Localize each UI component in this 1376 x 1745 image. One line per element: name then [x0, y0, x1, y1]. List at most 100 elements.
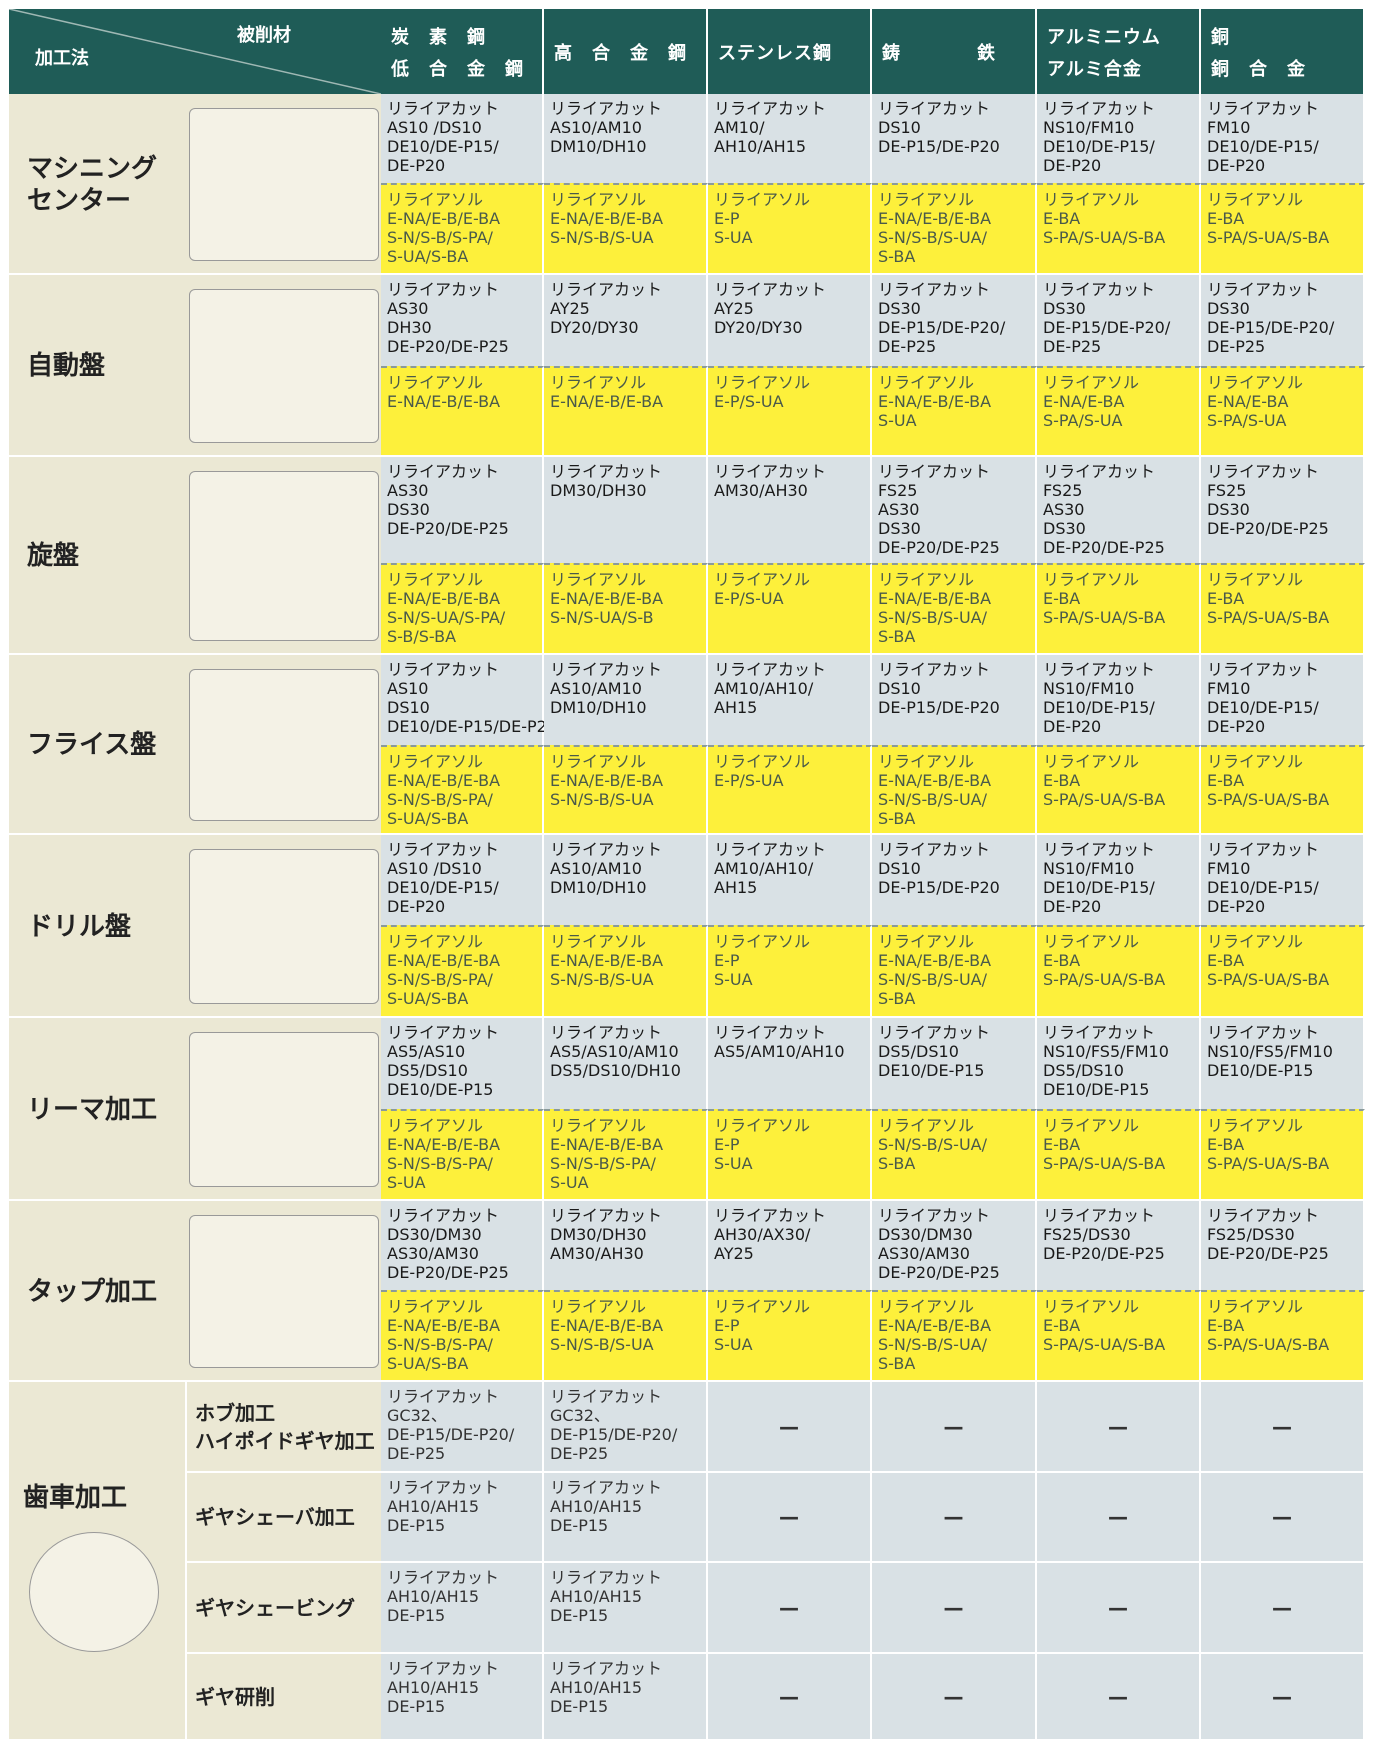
cell-line: S-UA	[714, 1335, 753, 1354]
solid-cell: リライアソル E-P S-UA	[708, 1290, 872, 1382]
cell-line: リライアカット	[387, 1387, 500, 1406]
cell-line: AM30/AH30	[550, 1244, 644, 1263]
method-cell: タップ加工	[9, 1201, 381, 1382]
column-header: 高 合 金 鋼	[544, 9, 708, 94]
cell-line: E-P	[714, 1316, 740, 1335]
cell-line: E-NA/E-B/E-BA	[878, 209, 992, 228]
cell-line: DS10	[387, 698, 430, 717]
cutter-cell: —	[1037, 1473, 1201, 1563]
cutter-cell: リライアカット DS5/DS10 DE10/DE-P15	[872, 1018, 1037, 1109]
cell-line: —	[1108, 1505, 1128, 1529]
cell-line: リライアソル	[387, 1116, 484, 1135]
cell-line: DE-P20	[387, 897, 446, 916]
cell-line: リライアカット	[714, 840, 827, 859]
cell-line: リライアソル	[1043, 190, 1140, 209]
cell-line: リライアカット	[550, 1568, 663, 1587]
method-label: 旋盤	[27, 540, 79, 572]
cell-line: リライアソル	[714, 1297, 811, 1316]
cell-line: リライアソル	[714, 190, 811, 209]
method-line: 旋盤	[27, 541, 80, 571]
cell-line: —	[943, 1505, 964, 1529]
cell-line: S-N/S-B/S-UA	[550, 1335, 654, 1354]
solid-cell: リライアソル E-NA/E-BA S-PA/S-UA	[1201, 366, 1365, 457]
cell-line: E-BA	[1207, 771, 1245, 790]
cell-line: AS5/AS10/AM10	[550, 1042, 679, 1061]
cell-line: E-NA/E-BA	[1043, 392, 1125, 411]
cell-line: AY25	[550, 299, 590, 318]
cell-line: DE-P20	[387, 156, 446, 175]
cell-line: AH10/AH15	[387, 1587, 480, 1606]
cell-line: DE10/DE-P15/	[387, 878, 499, 897]
cell-line: リライアソル	[878, 373, 975, 392]
cell-line: AS30	[387, 299, 429, 318]
sub-method-cell: ギヤシェービング	[185, 1563, 381, 1654]
cell-line: DE-P25	[1207, 337, 1266, 356]
cell-line: DE-P15	[387, 1606, 446, 1625]
cell-line: S-N/S-B/S-PA/	[387, 228, 493, 247]
cell-line: DE10/DE-P15	[387, 1080, 494, 1099]
cell-line: リライアソル	[387, 752, 484, 771]
cell-line: S-PA/S-UA/S-BA	[1207, 1335, 1330, 1354]
cell-line: FS25/DS30	[1207, 1225, 1295, 1244]
cutter-cell: リライアカット AS30 DS30 DE-P20/DE-P25	[381, 457, 544, 563]
cell-line: —	[943, 1414, 964, 1439]
cell-line: DE-P15/DE-P20/	[1043, 318, 1171, 337]
cutter-cell: リライアカット AM10/AH10/AH15	[708, 835, 872, 925]
cell-line: リライアソル	[1207, 1116, 1304, 1135]
cell-line: DE-P20	[1043, 156, 1102, 175]
cell-line: DE-P15/DE-P20	[878, 878, 1000, 897]
cutter-cell: —	[1201, 1382, 1365, 1473]
cell-line: DE-P20/DE-P25	[1043, 538, 1165, 557]
method-cell: 旋盤	[9, 457, 381, 655]
cell-line: リライアカット	[387, 840, 500, 859]
column-header: ステンレス鋼	[708, 9, 872, 94]
cell-line: S-N/S-B/S-UA/	[878, 790, 987, 809]
cell-line: S-PA/S-UA/S-BA	[1207, 228, 1330, 247]
cell-line: リライアカット	[878, 1206, 991, 1225]
cell-line: AS30	[1043, 500, 1085, 519]
cell-line: E-NA/E-B/E-BA	[387, 951, 501, 970]
cell-line: E-NA/E-B/E-BA	[550, 1316, 664, 1335]
solid-cell: リライアソル E-BA S-PA/S-UA/S-BA	[1201, 745, 1365, 835]
cell-line: リライアカット	[550, 280, 663, 299]
method-label: 歯車加工	[23, 1483, 128, 1513]
cell-line: —	[1108, 1595, 1128, 1620]
cell-line: AS10/AM10	[550, 118, 642, 137]
cell-line: AH10/AH15	[387, 1497, 480, 1516]
cell-line: AH10/AH15	[714, 137, 807, 156]
cell-line: リライアカット	[550, 1206, 663, 1225]
cell-line: DS10	[878, 118, 921, 137]
header-line: ステンレス鋼	[718, 42, 832, 64]
cutter-cell: リライアカット AH10/AH15 DE-P15	[381, 1473, 544, 1563]
method-cell: フライス盤	[9, 655, 381, 835]
cell-line: AY25	[714, 1244, 754, 1263]
cell-line: S-UA/S-BA	[387, 809, 469, 828]
sub-method-line: ギヤシェーバ加工	[195, 1505, 355, 1529]
cell-line: NS10/FM10	[1043, 118, 1135, 137]
cell-line: AM10/AH10/	[714, 679, 814, 698]
solid-cell: リライアソル E-NA/E-B/E-BA S-N/S-B/S-UA	[544, 1290, 708, 1382]
cell-line: DE10/DE-P15	[878, 1061, 985, 1080]
cell-line: リライアソル	[878, 190, 975, 209]
method-cell: マシニング センター	[9, 94, 381, 275]
cell-line: S-N/S-B/S-UA/	[878, 970, 987, 989]
cutter-cell: リライアカット GC32、 DE-P15/DE-P20/DE-P25	[381, 1382, 544, 1473]
cell-line: —	[943, 1684, 964, 1709]
cutter-cell: リライアカット FM10 DE10/DE-P15/DE-P20	[1201, 655, 1365, 745]
cell-line: E-P	[714, 209, 740, 228]
cell-line: DE-P15/DE-P20/	[550, 1425, 678, 1444]
cell-line: DS30	[1207, 299, 1250, 318]
solid-cell: リライアソル E-NA/E-B/E-BA S-N/S-B/S-PA/S-UA/S-B…	[381, 183, 544, 275]
cell-line: E-NA/E-B/E-BA	[550, 1135, 664, 1154]
cell-line: AS10/AM10	[550, 859, 642, 878]
cutter-cell: リライアカット DS30/DM30 AS30/AM30 DE-P20/DE-P25	[872, 1201, 1037, 1290]
cell-line: —	[1272, 1505, 1292, 1529]
cell-line: リライアカット	[1207, 660, 1320, 679]
cutter-cell: リライアカット AH10/AH15 DE-P15	[544, 1563, 708, 1654]
cell-line: DE-P20/DE-P25	[878, 538, 1000, 557]
cell-line: S-N/S-B/S-UA	[550, 970, 654, 989]
cutter-cell: リライアカット AY25 DY20/DY30	[708, 275, 872, 366]
method-line: フライス盤	[27, 730, 157, 760]
cell-line: AH10/AH15	[550, 1497, 643, 1516]
cell-line: リライアカット	[550, 99, 663, 118]
